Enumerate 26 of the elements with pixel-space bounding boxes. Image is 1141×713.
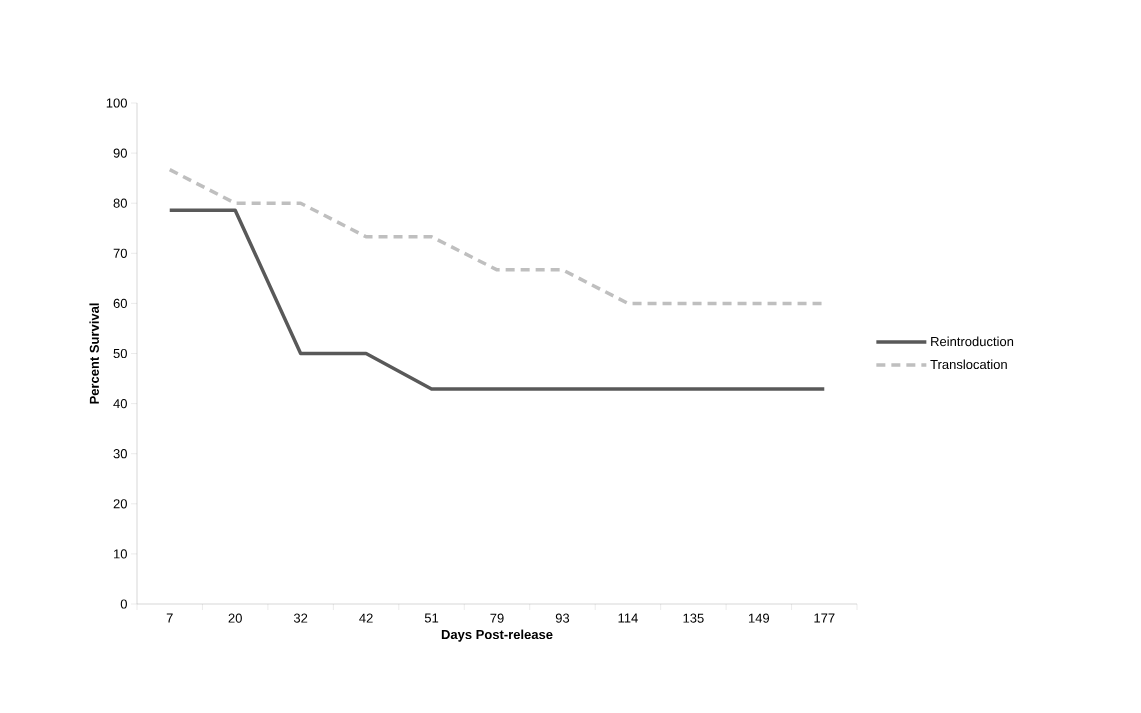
x-tick-label: 51 [424,613,439,623]
x-tick-label: 7 [166,613,173,623]
y-tick-label: 0 [120,599,127,609]
x-tick-label: 20 [228,613,242,623]
x-tick-label: 177 [814,613,835,623]
y-tick-label: 100 [106,98,127,108]
y-axis-title: Percent Survival [89,303,99,404]
y-tick-label: 80 [113,198,127,208]
y-tick-label: 60 [113,298,127,308]
legend-label: Reintroduction [931,336,1014,347]
y-tick-label: 70 [113,248,127,258]
x-tick-label: 149 [748,613,770,623]
x-tick-label: 42 [359,613,373,623]
x-tick-label: 135 [683,613,704,623]
legend-label: Translocation [930,359,1007,370]
x-tick-label: 114 [618,613,638,623]
x-tick-label: 32 [293,613,308,623]
x-tick-label: 79 [490,613,504,623]
y-tick-label: 20 [113,499,127,509]
y-tick-label: 10 [114,549,127,559]
x-tick-label: 93 [555,613,570,623]
x-axis-title: Days Post-release [441,629,553,642]
y-tick-label: 30 [113,449,127,459]
y-tick-label: 40 [113,398,127,409]
y-tick-label: 50 [113,348,127,359]
y-tick-label: 90 [113,148,127,158]
